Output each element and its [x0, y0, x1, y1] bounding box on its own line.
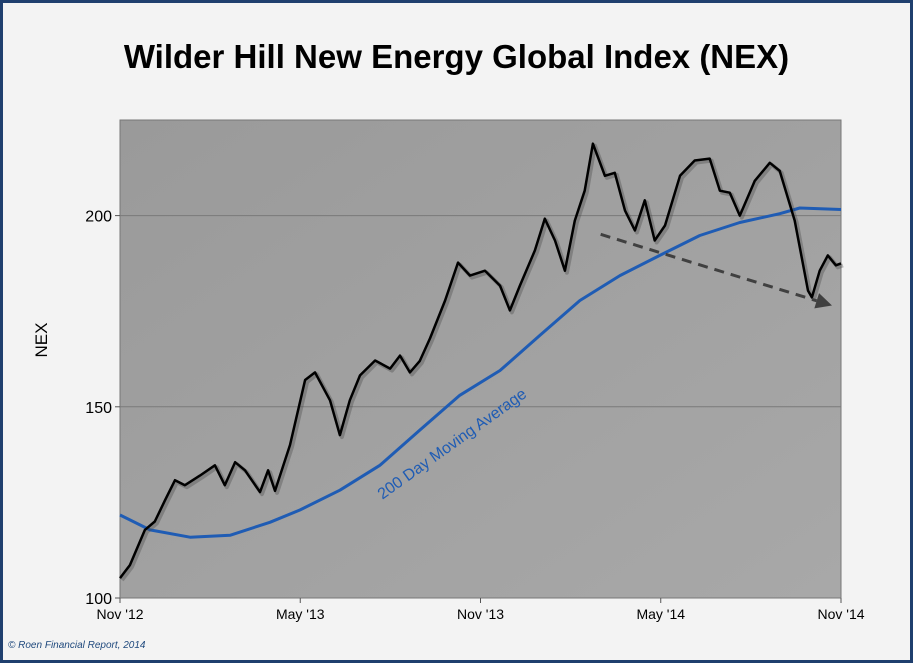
x-tick-label: Nov '13	[457, 606, 504, 622]
nex-price-line	[119, 142, 842, 579]
y-tick-label: 150	[85, 400, 112, 417]
copyright-footer: © Roen Financial Report, 2014	[8, 640, 146, 651]
chart-title: Wilder Hill New Energy Global Index (NEX…	[123, 38, 790, 75]
y-tick-label: 100	[85, 591, 112, 608]
x-tick-label: Nov '14	[817, 606, 864, 622]
y-tick-label: 200	[85, 209, 112, 226]
x-tick-label: May '13	[276, 606, 325, 622]
trend-arrow-head	[814, 293, 832, 309]
plot-area	[119, 119, 842, 599]
x-tick-label: Nov '12	[96, 606, 143, 622]
trend-arrow-line	[600, 232, 818, 303]
moving-average-line	[119, 206, 842, 539]
x-tick-label: May '14	[636, 606, 685, 622]
y-axis-label: NEX	[32, 323, 51, 358]
